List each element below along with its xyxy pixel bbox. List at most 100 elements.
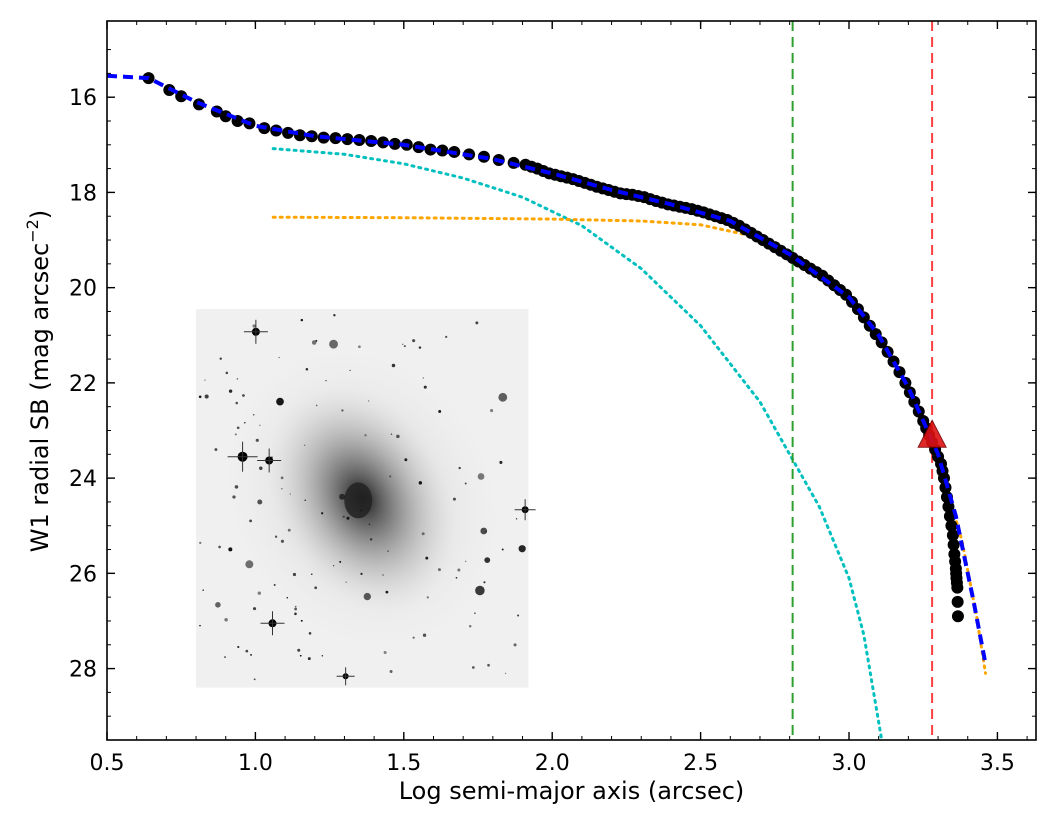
y-tick-label: 26: [69, 562, 97, 587]
star: [242, 394, 245, 397]
x-tick-label: 1.5: [386, 751, 421, 776]
star: [304, 499, 307, 501]
star: [308, 632, 312, 635]
star: [281, 487, 283, 490]
star: [329, 339, 338, 349]
star: [325, 379, 327, 382]
star: [339, 560, 342, 563]
star: [294, 612, 297, 616]
star: [468, 624, 472, 628]
y-tick-label: 16: [69, 86, 97, 111]
y-tick-label: 22: [69, 372, 97, 397]
star: [402, 343, 404, 345]
data-point: [943, 510, 956, 523]
star: [339, 493, 346, 500]
star: [252, 413, 255, 416]
star: [274, 535, 278, 538]
star: [218, 545, 221, 549]
star: [480, 527, 488, 535]
data-point: [436, 144, 449, 157]
star: [224, 618, 228, 622]
star: [252, 324, 256, 328]
star: [437, 568, 441, 572]
star: [403, 345, 406, 348]
triangle-marker: [917, 419, 947, 448]
star: [245, 560, 254, 569]
star: [214, 448, 218, 452]
star: [422, 377, 425, 379]
star: [369, 538, 373, 541]
star: [202, 589, 204, 591]
star: [518, 545, 526, 553]
star: [464, 482, 467, 485]
star: [228, 389, 233, 393]
star: [517, 614, 520, 617]
star: [300, 619, 303, 622]
star: [225, 371, 229, 375]
plot-frame: [106, 20, 1037, 741]
star: [515, 518, 518, 520]
star: [387, 550, 389, 552]
star: [475, 321, 479, 325]
star: [475, 585, 485, 596]
star: [404, 458, 408, 462]
star: [311, 340, 317, 345]
star: [345, 581, 347, 583]
star: [244, 421, 246, 424]
star: [504, 672, 507, 675]
total-model-curve: [107, 73, 988, 665]
star: [315, 404, 318, 407]
star: [273, 583, 276, 586]
data-point: [329, 132, 342, 145]
star: [368, 523, 371, 526]
star: [483, 581, 486, 584]
data-point: [950, 576, 963, 589]
star: [389, 475, 392, 478]
star: [310, 573, 313, 576]
star: [438, 410, 442, 413]
star: [287, 528, 291, 532]
star: [259, 424, 261, 427]
y-axis-label: W1 radial SB (mag arcsec−2): [23, 210, 54, 552]
data-point: [946, 529, 959, 542]
star: [215, 602, 221, 608]
star: [418, 346, 422, 349]
x-tick-label: 0.5: [90, 751, 125, 776]
star: [349, 369, 351, 372]
galaxy-nucleus: [344, 482, 373, 519]
star: [321, 512, 324, 515]
star: [305, 368, 309, 371]
data-point: [388, 137, 401, 150]
star: [490, 409, 494, 413]
star: [299, 654, 302, 657]
y-axis-label-close: ): [26, 210, 54, 219]
star: [423, 385, 427, 389]
star: [204, 379, 206, 381]
data-point: [945, 519, 958, 532]
star: [499, 460, 503, 464]
star: [498, 392, 508, 402]
star: [396, 434, 400, 439]
star: [294, 607, 298, 611]
star: [383, 650, 387, 654]
star: [418, 481, 423, 485]
star: [360, 572, 363, 575]
star: [245, 649, 249, 653]
star: [234, 433, 237, 436]
star: [232, 495, 236, 499]
star: [259, 466, 263, 471]
star: [346, 516, 350, 520]
star: [199, 541, 202, 545]
star: [253, 678, 256, 681]
star: [457, 568, 461, 572]
star: [224, 656, 227, 659]
star: [257, 591, 262, 595]
star: [292, 572, 297, 577]
star: [412, 636, 415, 639]
star: [332, 565, 335, 567]
star: [445, 335, 448, 339]
star: [390, 433, 393, 435]
star: [294, 605, 297, 608]
star: [289, 493, 291, 495]
star: [314, 586, 318, 590]
